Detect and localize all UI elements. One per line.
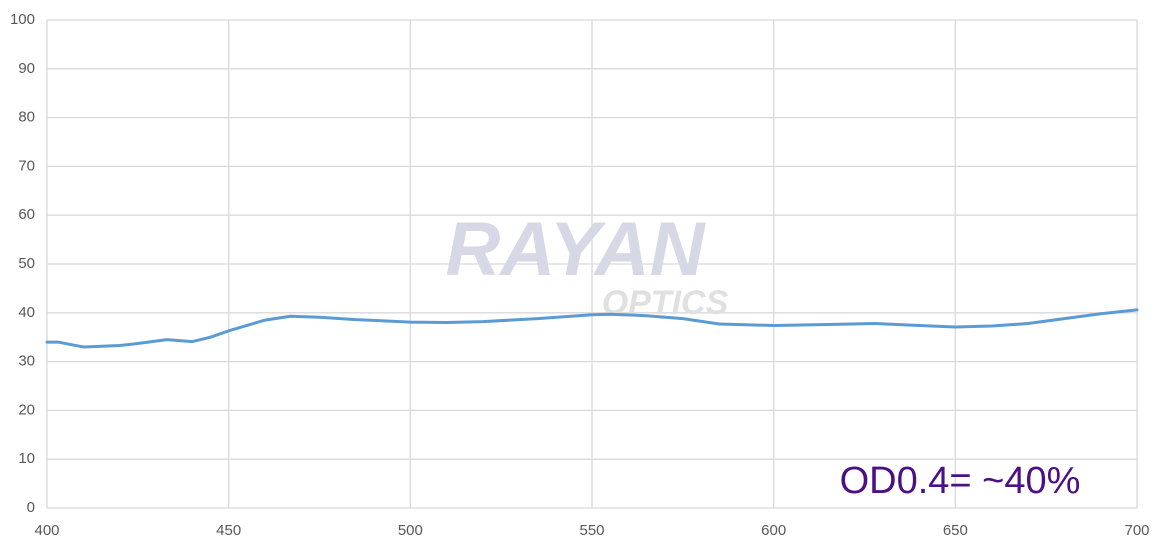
watermark: RAYAN <box>446 207 707 292</box>
y-tick-label: 0 <box>27 499 35 516</box>
x-tick-label: 550 <box>579 522 604 539</box>
x-tick-label: 500 <box>398 522 423 539</box>
y-tick-label: 60 <box>18 206 35 223</box>
annotation: OD0.4= ~40% <box>840 460 1081 502</box>
x-tick-label: 400 <box>34 522 59 539</box>
x-tick-label: 700 <box>1124 522 1149 539</box>
data-line <box>45 308 1139 349</box>
x-tick-label: 450 <box>216 522 241 539</box>
y-tick-label: 100 <box>10 11 35 28</box>
x-tick-label: 650 <box>943 522 968 539</box>
x-tick-label: 600 <box>761 522 786 539</box>
y-tick-label: 90 <box>18 60 35 77</box>
y-tick-label: 70 <box>18 157 35 174</box>
y-tick-label: 80 <box>18 109 35 126</box>
y-tick-label: 40 <box>18 304 35 321</box>
y-tick-label: 20 <box>18 401 35 418</box>
y-tick-label: 30 <box>18 353 35 370</box>
y-tick-label: 50 <box>18 255 35 272</box>
y-tick-label: 10 <box>18 450 35 467</box>
